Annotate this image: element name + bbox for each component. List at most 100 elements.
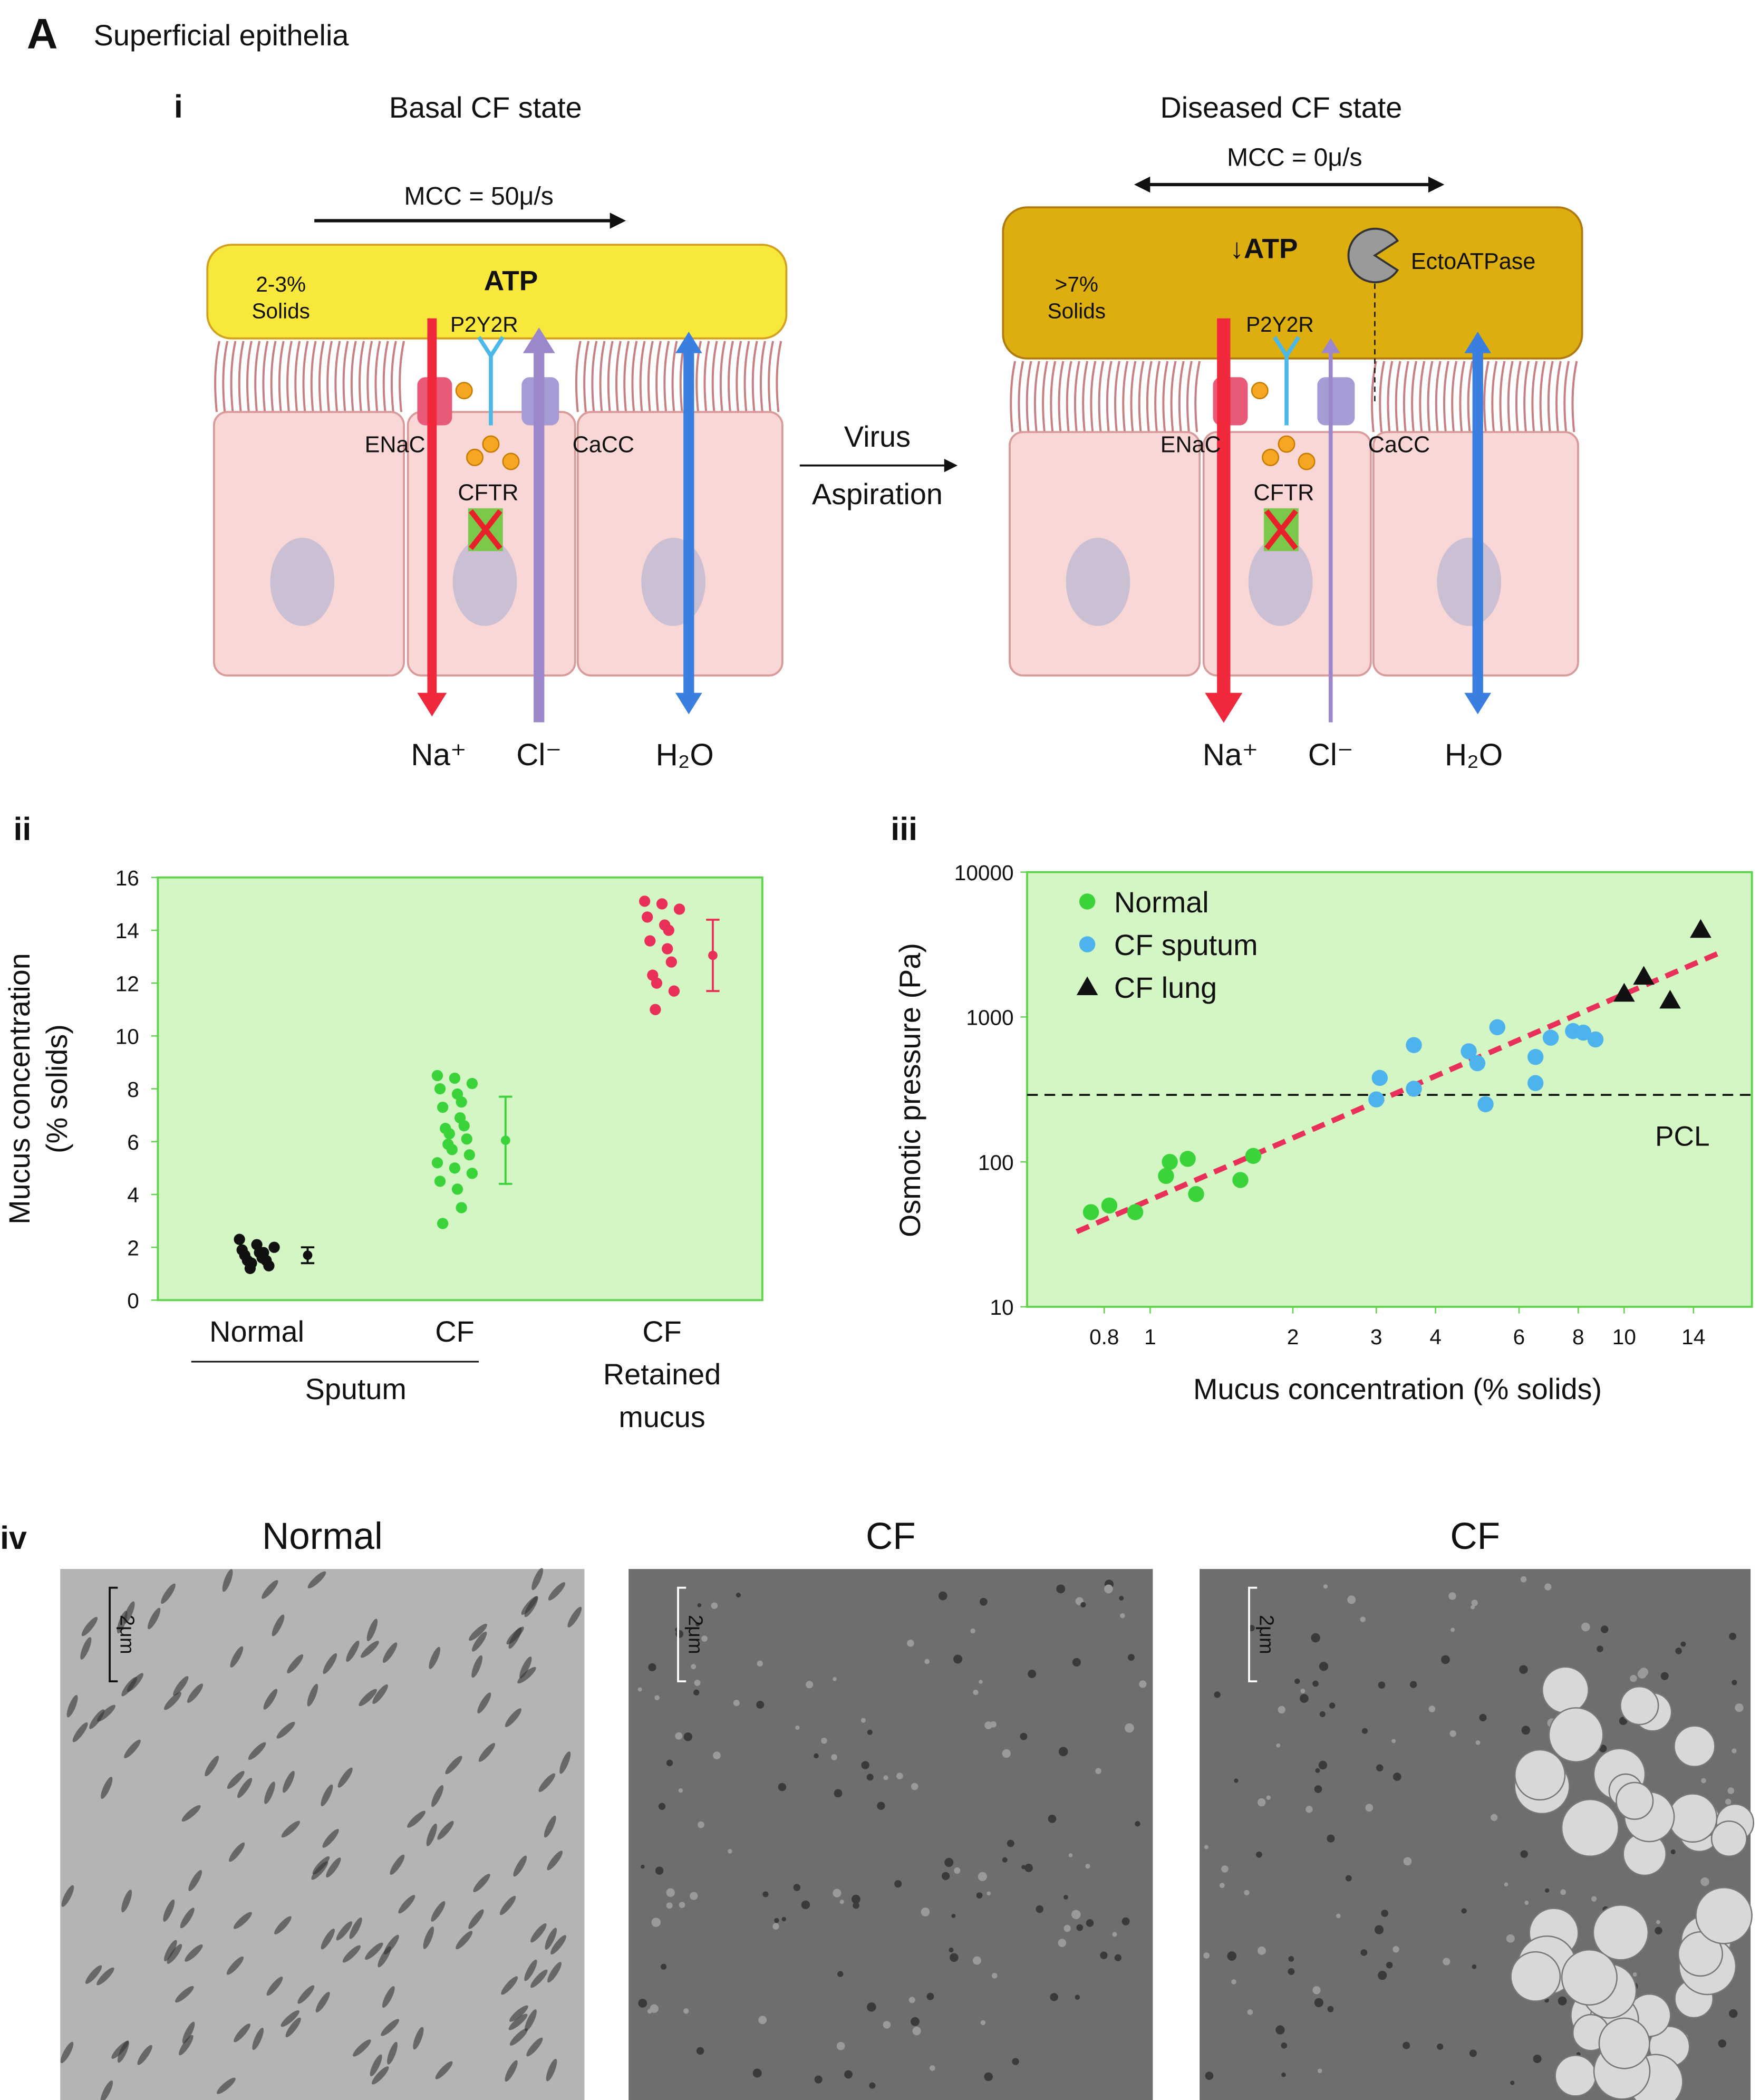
cilia-texture (336, 1921, 353, 1941)
data-point (446, 1144, 458, 1155)
cilium (286, 341, 293, 412)
texture (869, 2082, 876, 2089)
y-tick-label: 1000 (966, 1006, 1013, 1030)
texture (1472, 1964, 1477, 1969)
texture (1392, 1773, 1401, 1781)
texture (1128, 1654, 1135, 1661)
cilium (655, 341, 662, 412)
cilia-texture (372, 1684, 388, 1704)
cilia-texture (366, 1619, 378, 1642)
cilia-texture (179, 2035, 194, 2056)
texture (1323, 1584, 1328, 1589)
cilia-texture (437, 1820, 454, 1840)
legend-marker (1076, 976, 1098, 996)
data-point (663, 924, 674, 936)
texture (1392, 1945, 1399, 1953)
cilia-texture (272, 1614, 285, 1636)
texture (1544, 1888, 1550, 1893)
group-label: Sputum (305, 1372, 407, 1405)
cilium (719, 341, 726, 412)
cilia-texture (226, 1956, 244, 1975)
cilium (1114, 361, 1120, 432)
cl-arrow (1328, 350, 1333, 723)
texture (658, 1803, 666, 1810)
texture (1058, 1747, 1068, 1757)
cilium (254, 341, 261, 412)
cilia-texture (548, 1582, 566, 1601)
solids-label: Solids (1048, 299, 1106, 323)
x-tick-label: 3 (1370, 1325, 1382, 1349)
texture (1336, 1913, 1341, 1919)
texture (851, 1894, 860, 1904)
cilium (1066, 361, 1072, 432)
cilia-texture (478, 1743, 495, 1762)
plot-area (1026, 871, 1753, 1308)
cilium (1194, 361, 1201, 432)
fit-line (1076, 949, 1722, 1235)
texture (1347, 1595, 1356, 1604)
atp-molecule (455, 382, 473, 400)
data-point (1406, 1081, 1422, 1097)
texture (1024, 1863, 1033, 1872)
cilium (374, 341, 381, 412)
cilia-texture (180, 1908, 195, 1929)
cilium (318, 341, 325, 412)
texture (1276, 1743, 1281, 1748)
nucleus (1066, 537, 1130, 626)
texture (694, 1679, 701, 1687)
cilia-texture (559, 1751, 571, 1774)
texture (654, 1695, 660, 1701)
cilia-texture (161, 1583, 176, 1604)
ion-label: Na⁺ (1203, 738, 1258, 772)
texture (1729, 2010, 1735, 2016)
cilia-texture (322, 1829, 339, 1848)
texture (1378, 1971, 1387, 1980)
texture (638, 1999, 647, 2008)
solids-label: Solids (252, 299, 310, 323)
cilia-texture (360, 1641, 379, 1658)
data-point (456, 1202, 467, 1213)
y-tick-label: 8 (127, 1077, 139, 1102)
texture (1294, 1678, 1300, 1684)
cilium (1098, 361, 1105, 432)
texture (950, 1953, 959, 1962)
texture (1479, 1713, 1487, 1722)
data-point (443, 1128, 455, 1140)
cilia-texture (60, 2041, 74, 2064)
cilia-texture (266, 1977, 283, 1996)
data-point (1575, 1024, 1592, 1041)
cilia-texture (148, 1607, 161, 1630)
cilia-texture (262, 1580, 278, 1599)
cilia-texture (387, 2041, 398, 2065)
texture (954, 1867, 961, 1874)
vesicle (1616, 1781, 1654, 1820)
texture (801, 1900, 810, 1910)
cilium (1122, 361, 1129, 432)
cilia-texture (281, 2010, 299, 2027)
cilium (639, 341, 646, 412)
texture (1701, 1778, 1706, 1784)
cilia-texture (283, 1770, 295, 1793)
cilium (583, 341, 590, 412)
cilium (623, 341, 630, 412)
texture (1056, 1584, 1066, 1594)
legend-label: CF sputum (1114, 928, 1258, 961)
texture (1656, 1920, 1660, 1924)
solids-label: 2-3% (256, 272, 306, 296)
vesicle (1620, 1685, 1659, 1726)
receptor-label: P2Y2R (1246, 312, 1314, 336)
texture (650, 2004, 659, 2013)
cilium (647, 341, 654, 412)
cilia-texture (513, 1855, 527, 1877)
y-tick-label: 12 (115, 971, 139, 996)
cilium (1483, 361, 1490, 432)
data-point (466, 1168, 478, 1179)
texture (655, 1866, 664, 1875)
atp-molecule (1298, 452, 1316, 470)
texture (1403, 1857, 1412, 1866)
cilia-texture (473, 1874, 490, 1892)
solids-label: >7% (1055, 272, 1098, 296)
data-point (1633, 966, 1655, 985)
data-point (1542, 1029, 1559, 1046)
texture (867, 1729, 873, 1735)
